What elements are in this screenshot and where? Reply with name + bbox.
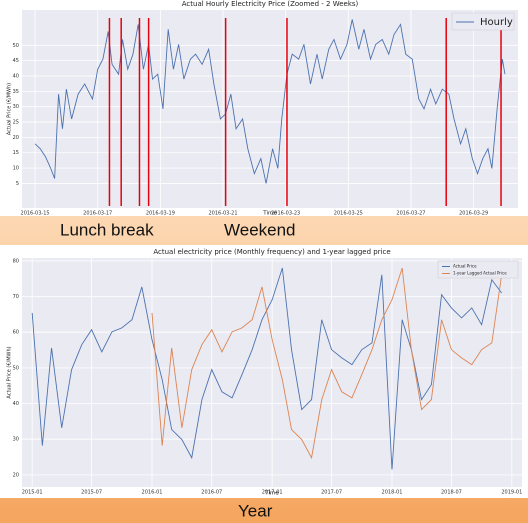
y-tick-label: 20: [13, 472, 19, 478]
y-tick-label: 50: [13, 43, 19, 49]
series-line: [151, 267, 503, 460]
x-tick-label: 2016-03-29: [459, 211, 488, 217]
x-tick-label: 2016-03-21: [208, 211, 237, 217]
x-axis-label: Time: [262, 211, 277, 217]
y-tick-label: 40: [13, 401, 19, 407]
y-axis-label: Actual Price (€/MWh): [7, 83, 13, 135]
y-tick-label: 50: [13, 365, 19, 371]
x-tick-label: 2016-03-15: [21, 211, 50, 217]
x-tick-label: 2018-01: [382, 490, 403, 496]
y-tick-label: 80: [13, 258, 19, 264]
chart-title: Actual electricity price (Monthly freque…: [153, 248, 390, 256]
x-tick-label: 2019-01: [501, 490, 522, 496]
annotation: Year: [238, 501, 273, 520]
y-tick-label: 30: [13, 437, 19, 443]
x-tick-label: 2016-01: [142, 490, 163, 496]
plots: Actual Hourly Electricity Price (Zoomed …: [7, 0, 523, 497]
series-line: [31, 267, 503, 470]
y-tick-label: 5: [16, 181, 19, 187]
x-axis-label: Time: [264, 491, 279, 497]
x-tick-label: 2016-03-19: [146, 211, 175, 217]
y-tick-label: 20: [13, 135, 19, 141]
annotation: Weekend: [224, 220, 296, 239]
x-tick-label: 2015-01: [22, 490, 43, 496]
x-tick-label: 2016-03-27: [396, 211, 425, 217]
y-tick-label: 25: [13, 120, 19, 126]
y-tick-label: 15: [13, 150, 19, 156]
x-tick-label: 2016-03-25: [334, 211, 363, 217]
chart-title: Actual Hourly Electricity Price (Zoomed …: [182, 0, 359, 8]
legend-label: Hourly: [480, 17, 513, 28]
x-tick-label: 2015-07: [81, 490, 102, 496]
y-tick-label: 10: [13, 166, 19, 172]
legend: [437, 260, 519, 279]
y-tick-label: 30: [13, 104, 19, 110]
x-tick-label: 2018-07: [441, 490, 462, 496]
y-tick-label: 60: [13, 330, 19, 336]
x-tick-label: 2016-03-23: [271, 211, 300, 217]
x-tick-label: 2016-07: [201, 490, 222, 496]
y-tick-label: 45: [13, 58, 19, 64]
plot-area: [22, 10, 518, 208]
legend-label: Actual Price: [453, 264, 477, 269]
legend: [451, 12, 515, 31]
x-tick-label: 2017-01: [262, 490, 283, 496]
y-tick-label: 35: [13, 89, 19, 95]
y-tick-label: 70: [13, 294, 19, 300]
x-tick-label: 2016-03-17: [83, 211, 112, 217]
legend-label: 1-year Lagged Actual Price: [453, 271, 507, 276]
y-tick-label: 40: [13, 74, 19, 80]
y-axis-label: Actual Price (€/MWh): [7, 346, 13, 398]
x-tick-label: 2017-07: [321, 490, 342, 496]
annotation: Lunch break: [60, 220, 154, 239]
